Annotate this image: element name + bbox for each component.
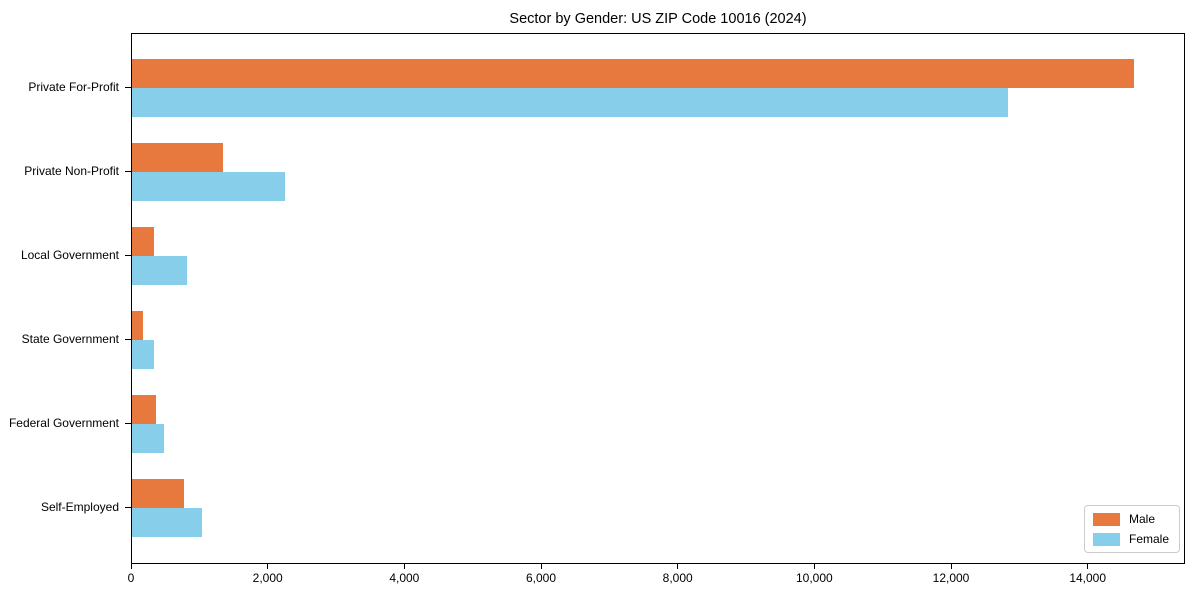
plot-area: Male Female: [131, 33, 1185, 564]
bar-male-federal-government: [132, 395, 156, 424]
x-tick-label: 10,000: [795, 571, 833, 585]
bar-female-federal-government: [132, 424, 165, 453]
legend-label: Female: [1128, 532, 1169, 546]
y-tick-mark: [125, 87, 131, 88]
x-tick-label: 12,000: [932, 571, 970, 585]
bar-male-local-government: [132, 227, 154, 256]
x-tick-mark: [403, 564, 405, 569]
x-tick-mark: [130, 564, 132, 569]
bar-female-state-government: [132, 340, 154, 369]
x-tick-label: 4,000: [389, 571, 420, 585]
y-tick-mark: [125, 339, 131, 340]
legend-entry-female: Female: [1092, 531, 1169, 547]
x-tick-mark: [813, 564, 815, 569]
legend-label: Male: [1128, 512, 1155, 526]
x-tick-mark: [677, 564, 679, 569]
y-tick-label: Local Government: [20, 248, 119, 262]
x-tick-label: 6,000: [525, 571, 557, 585]
y-tick-mark: [125, 423, 131, 424]
legend: Male Female: [1083, 505, 1180, 553]
y-tick-label: Self-Employed: [40, 500, 119, 514]
y-tick-mark: [125, 255, 131, 256]
bar-male-private-non-profit: [132, 143, 223, 172]
bar-female-private-non-profit: [132, 172, 286, 201]
bar-female-self-employed: [132, 508, 202, 537]
y-tick-mark: [125, 171, 131, 172]
bar-female-private-for-profit: [132, 88, 1008, 117]
bar-female-local-government: [132, 256, 187, 285]
y-tick-label: Private For-Profit: [28, 80, 119, 94]
x-tick-mark: [267, 564, 269, 569]
x-tick-mark: [1087, 564, 1089, 569]
y-tick-mark: [125, 507, 131, 508]
x-tick-mark: [950, 564, 952, 569]
chart-title: Sector by Gender: US ZIP Code 10016 (202…: [509, 11, 807, 27]
legend-swatch-male: [1092, 512, 1120, 526]
x-tick-mark: [540, 564, 542, 569]
bar-male-state-government: [132, 311, 143, 340]
legend-entry-male: Male: [1092, 511, 1169, 527]
bar-male-private-for-profit: [132, 59, 1134, 88]
y-tick-label: Federal Government: [8, 416, 119, 430]
x-tick-label: 14,000: [1069, 571, 1107, 585]
legend-swatch-female: [1092, 532, 1120, 546]
y-tick-label: State Government: [21, 332, 119, 346]
x-tick-label: 0: [127, 571, 135, 585]
y-tick-label: Private Non-Profit: [24, 164, 119, 178]
x-tick-label: 2,000: [252, 571, 283, 585]
x-tick-label: 8,000: [662, 571, 693, 585]
bar-male-self-employed: [132, 479, 184, 508]
